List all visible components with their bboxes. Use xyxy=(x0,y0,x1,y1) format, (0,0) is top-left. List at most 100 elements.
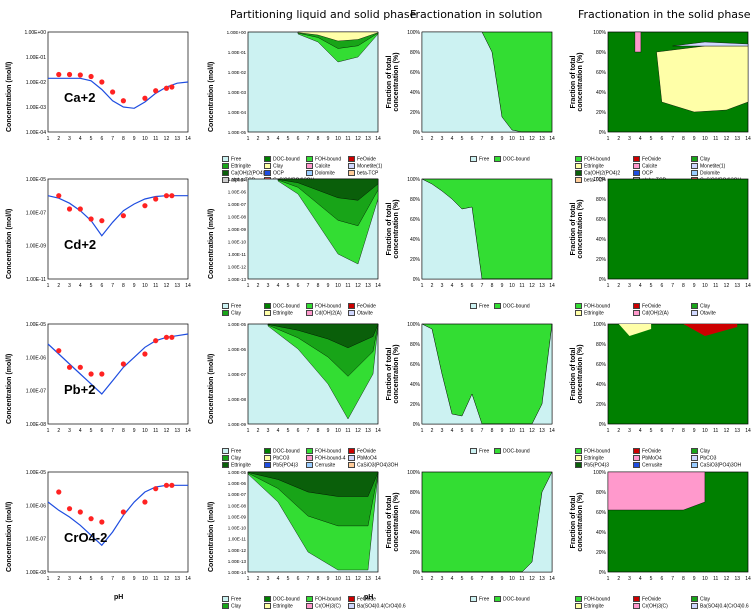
y-tick-label: 20% xyxy=(410,257,421,263)
x-tick-label: 9 xyxy=(693,428,696,434)
x-tick-label: 8 xyxy=(682,428,685,434)
data-point xyxy=(56,348,62,354)
legend-swatch xyxy=(575,448,582,454)
mineral-area xyxy=(297,31,379,42)
x-tick-label: 2 xyxy=(57,136,60,142)
legend-swatch xyxy=(633,170,640,176)
legend-swatch xyxy=(691,156,698,162)
legend-item-label: FeOxide xyxy=(642,596,661,603)
x-tick-label: 1 xyxy=(247,136,250,142)
legend-item: Ettringite xyxy=(264,603,293,610)
y-axis-label: Fraction of total concentration (%) xyxy=(386,492,400,552)
x-tick-label: 14 xyxy=(549,136,555,142)
solution-panel: 1 2 3 4 5 6 7 8 9 10 11 12 13 14 0% 20% 40% 60% 80% 100% Fra… xyxy=(382,28,557,168)
y-tick-label: 1.00E-08 xyxy=(26,570,47,576)
x-tick-label: 8 xyxy=(122,136,125,142)
y-tick-label: 1.00E-03 xyxy=(228,90,247,95)
legend-swatch xyxy=(306,170,313,176)
data-point xyxy=(66,206,73,212)
y-tick-label: 60% xyxy=(410,362,421,368)
x-tick-label: 7 xyxy=(111,576,114,582)
x-tick-label: 5 xyxy=(461,428,464,434)
legend-item: DOC-bound xyxy=(494,156,530,163)
legend-item: beta-TCP xyxy=(348,170,378,177)
x-tick-label: 4 xyxy=(277,136,280,142)
x-tick-label: 4 xyxy=(451,136,454,142)
legend-swatch xyxy=(494,596,501,602)
x-tick-label: 6 xyxy=(297,136,300,142)
legend-swatch xyxy=(222,310,229,316)
legend-item-label: Ca(OH)2(PO4)2 xyxy=(584,170,621,177)
x-tick-label: 8 xyxy=(122,283,125,289)
partition-panel: 1 2 3 4 5 6 7 8 9 10 11 12 13 14 1.00E-05 1.00E-06 1.00E… xyxy=(200,320,381,460)
x-tick-label: 13 xyxy=(174,576,180,582)
x-tick-label: 3 xyxy=(441,283,444,289)
legend-item-label: Free xyxy=(479,448,490,455)
x-tick-label: 14 xyxy=(185,136,191,142)
legend-item: OCP xyxy=(633,170,653,177)
x-tick-label: 4 xyxy=(79,136,82,142)
y-tick-label: 80% xyxy=(410,197,421,203)
x-tick-label: 9 xyxy=(327,136,330,142)
y-tick-label: 1.00E-09 xyxy=(228,227,247,232)
ph-label-scatter: pH xyxy=(114,594,124,601)
data-point xyxy=(88,371,94,377)
legend-item: Cerrusite xyxy=(306,462,335,469)
plot-area xyxy=(47,31,189,133)
x-tick-label: 3 xyxy=(628,136,631,142)
x-tick-label: 9 xyxy=(693,576,696,582)
x-tick-label: 8 xyxy=(317,428,320,434)
y-axis-label: Concentration (mol/l) xyxy=(208,353,215,424)
legend-swatch xyxy=(264,596,271,602)
data-point xyxy=(77,206,83,212)
partition-chart: 1 2 3 4 5 6 7 8 9 10 11 12 13 141.00E-051.00E-061.00E… xyxy=(228,470,381,582)
legend-item-label: Free xyxy=(479,303,490,310)
x-tick-label: 12 xyxy=(164,428,170,434)
x-tick-label: 10 xyxy=(335,283,341,289)
legend-item-label: Ettringite xyxy=(584,310,604,317)
mineral-area xyxy=(247,471,379,497)
legend-item: beta-TCP xyxy=(575,177,605,184)
legend-item: Ettringite xyxy=(575,163,604,170)
x-tick-label: 2 xyxy=(57,576,60,582)
x-tick-label: 10 xyxy=(702,428,708,434)
legend-swatch xyxy=(691,603,698,609)
x-tick-label: 12 xyxy=(529,428,535,434)
x-tick-label: 2 xyxy=(431,136,434,142)
x-tick-label: 4 xyxy=(277,283,280,289)
legend-swatch xyxy=(633,596,640,602)
x-tick-label: 14 xyxy=(549,576,555,582)
x-tick-label: 6 xyxy=(660,283,663,289)
x-tick-label: 2 xyxy=(57,283,60,289)
x-tick-label: 5 xyxy=(90,136,93,142)
legend-item-label: Cr(OH)3(C) xyxy=(315,603,341,610)
legend-item: FeOxide xyxy=(633,448,661,455)
solid-panel: 1 2 3 4 5 6 7 8 9 10 11 12 13 14 0% 20% 40% 60% 80% 100% Fra… xyxy=(562,175,752,315)
y-tick-label: 1.00E-08 xyxy=(228,397,247,402)
data-point xyxy=(163,193,170,199)
legend-item: FOH-bound xyxy=(575,303,610,310)
legend-item: Ettringite xyxy=(264,310,293,317)
x-tick-label: 2 xyxy=(257,576,260,582)
legend-swatch xyxy=(306,448,313,454)
legend-item-label: FeOxide xyxy=(642,156,661,163)
x-tick-label: 13 xyxy=(365,576,371,582)
y-tick-label: 1.00E-07 xyxy=(26,210,47,216)
y-tick-label: 1.00E-14 xyxy=(228,570,247,575)
legend-item-label: Cd(OH)2(A) xyxy=(315,310,342,317)
x-tick-label: 4 xyxy=(277,428,280,434)
legend-swatch xyxy=(575,596,582,602)
legend-swatch xyxy=(264,455,271,461)
legend-item-label: Free xyxy=(231,596,242,603)
legend-swatch xyxy=(494,303,501,309)
x-tick-label: 2 xyxy=(431,576,434,582)
y-tick-label: 100% xyxy=(593,30,606,36)
legend-item-label: DOC-bound xyxy=(273,596,300,603)
y-tick-label: 1.00E-05 xyxy=(228,470,247,475)
y-tick-label: 40% xyxy=(596,382,607,388)
x-tick-label: 8 xyxy=(682,576,685,582)
solid-panel: 1 2 3 4 5 6 7 8 9 10 11 12 13 14 0% 20% 40% 60% 80% 100% Fra… xyxy=(562,320,752,460)
x-tick-label: 10 xyxy=(702,136,708,142)
x-tick-label: 12 xyxy=(724,283,730,289)
data-point xyxy=(77,509,83,515)
